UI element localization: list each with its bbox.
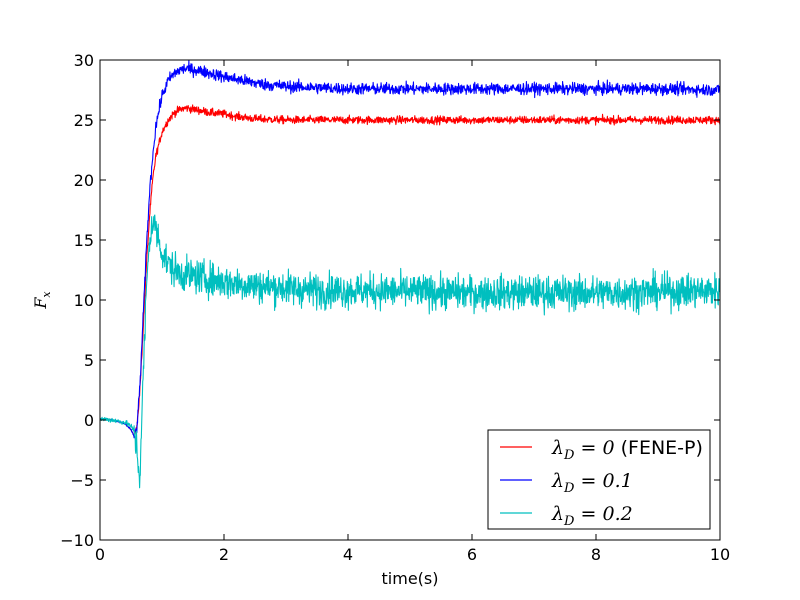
axis-ticks: 0 2 4 6 8 10 −10 −5 0 5 10 15 20 25 30 [60,51,730,564]
x-tick-label: 6 [467,545,477,564]
y-axis-label-symbol: F [31,297,50,310]
legend-label: λD = 0.2 [551,503,633,529]
x-tick-label: 10 [710,545,730,564]
x-axis-label: time(s) [382,569,439,588]
y-tick-label: 0 [84,411,94,430]
x-tick-label: 4 [343,545,353,564]
series-line [99,59,721,439]
plot-lines [99,59,721,489]
legend: λD = 0 (FENE-P) λD = 0.1 λD = 0.2 [487,429,711,530]
x-tick-label: 0 [95,545,105,564]
y-axis-label-subscript: x [40,291,53,298]
y-tick-label: 30 [74,51,94,70]
legend-label: λD = 0.1 [551,470,633,496]
series-line [99,104,721,438]
series-line [99,214,721,489]
y-tick-label: 20 [74,171,94,190]
y-tick-label: 10 [74,291,94,310]
y-tick-label: 25 [74,111,94,130]
y-tick-label: 5 [84,351,94,370]
y-axis-label: Fx [31,291,53,310]
legend-label: λD = 0 (FENE-P) [551,437,703,463]
y-tick-label: −5 [70,471,94,490]
y-tick-label: −10 [60,531,94,550]
x-tick-label: 2 [219,545,229,564]
y-tick-label: 15 [74,231,94,250]
x-tick-label: 8 [591,545,601,564]
